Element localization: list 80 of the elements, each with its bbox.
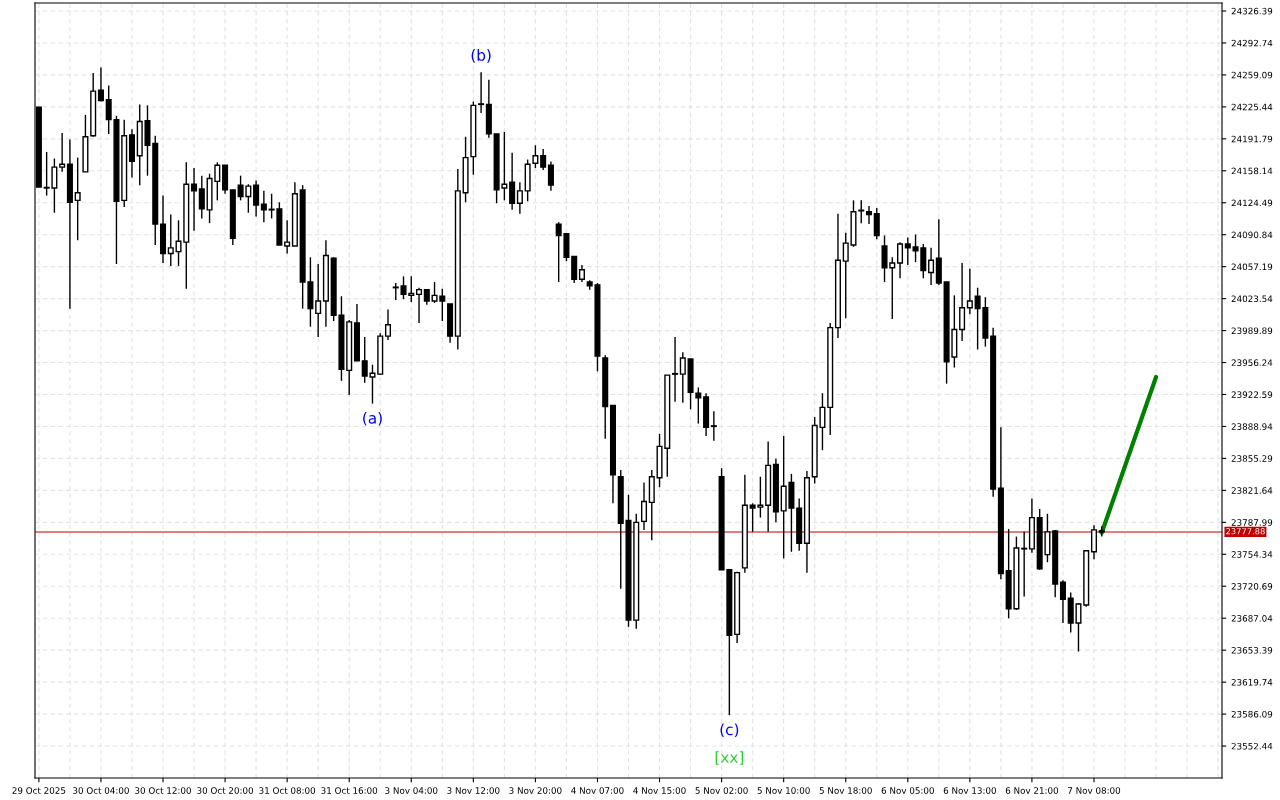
candlestick [284,219,291,255]
candlestick [532,144,539,169]
candlestick [167,213,174,267]
x-tick-label: 4 Nov 07:00 [571,787,624,794]
candlestick [1059,579,1066,624]
candlestick [191,167,198,232]
annotation: [xx] [715,751,744,765]
candlestick [1090,524,1098,561]
x-tick-label: 31 Oct 08:00 [259,787,316,794]
y-tick-label: 24158.14 [1231,167,1273,175]
candlestick [416,287,423,324]
x-tick-label: 3 Nov 12:00 [447,787,500,794]
y-tick-label: 24259.09 [1231,71,1273,79]
candlestick [478,71,485,114]
candlestick [710,410,717,442]
candlestick [540,148,547,171]
candlestick [547,160,554,192]
candlestick [640,481,648,531]
x-tick-label: 6 Nov 13:00 [943,787,996,794]
x-tick-label: 3 Nov 04:00 [385,787,438,794]
candlestick [672,336,679,403]
x-tick-label: 4 Nov 15:00 [633,787,686,794]
candlestick [198,174,205,220]
annotation: (b) [471,49,491,63]
annotation: (c) [720,723,739,738]
candlestick [384,308,392,341]
candlestick [904,236,911,266]
candlestick [516,181,523,215]
y-tick-label: 23754.34 [1231,551,1273,558]
y-tick-label: 23720.69 [1231,583,1273,590]
y-tick-label: 24124.49 [1231,199,1273,207]
x-tick-label: 30 Oct 04:00 [73,787,129,794]
y-tick-label: 24023.54 [1231,295,1273,303]
candlestick [74,156,81,241]
candlestick [1021,531,1028,598]
candlestick [571,255,578,284]
candlestick [679,351,686,404]
y-tick-label: 24225.44 [1231,103,1273,111]
candlestick [928,247,935,286]
annotation: (a) [363,411,382,426]
y-tick-label: 23855.29 [1231,455,1273,462]
y-tick-label: 23922.59 [1231,391,1273,398]
x-tick-label: 5 Nov 02:00 [695,787,748,794]
y-tick-label: 23552.44 [1231,742,1273,750]
y-tick-label: 24292.74 [1231,39,1273,47]
candlestick [966,268,973,316]
candlestick [959,262,966,342]
y-tick-label: 23687.04 [1231,615,1273,622]
candlestick [865,205,873,225]
y-tick-label: 23956.24 [1231,359,1273,366]
x-tick-label: 5 Nov 10:00 [757,787,810,794]
y-tick-label: 23586.09 [1231,710,1273,718]
ref-line-label: 23777.88 [1226,528,1265,535]
y-tick-label: 23989.89 [1231,327,1273,335]
candlestick [897,241,904,279]
y-tick-label: 23653.39 [1231,647,1273,654]
candlestick [59,132,66,173]
x-tick-label: 30 Oct 12:00 [135,787,191,794]
candlestick [873,207,880,240]
candlestick [97,66,104,103]
x-tick-label: 3 Nov 20:00 [509,787,562,794]
y-tick-label: 23787.99 [1231,519,1273,526]
x-tick-label: 6 Nov 21:00 [1005,787,1059,794]
y-tick-label: 23821.64 [1231,487,1273,494]
x-tick-label: 7 Nov 08:00 [1068,787,1121,794]
x-tick-label: 29 Oct 2025 [12,787,66,794]
candlestick [315,263,322,338]
candlestick [260,190,267,223]
y-tick-label: 24326.39 [1231,7,1273,15]
y-tick-label: 23888.94 [1231,423,1273,430]
candlestick [253,179,260,218]
y-tick-label: 24090.84 [1231,231,1273,239]
y-tick-label: 24191.79 [1231,135,1273,143]
candlestick [509,152,516,211]
x-tick-label: 6 Nov 05:00 [881,787,934,794]
x-tick-label: 30 Oct 20:00 [197,787,254,794]
y-tick-label: 23619.74 [1231,678,1273,686]
x-tick-label: 5 Nov 18:00 [819,787,872,794]
x-tick-label: 31 Oct 16:00 [321,787,378,794]
y-tick-label: 24057.19 [1231,263,1273,271]
